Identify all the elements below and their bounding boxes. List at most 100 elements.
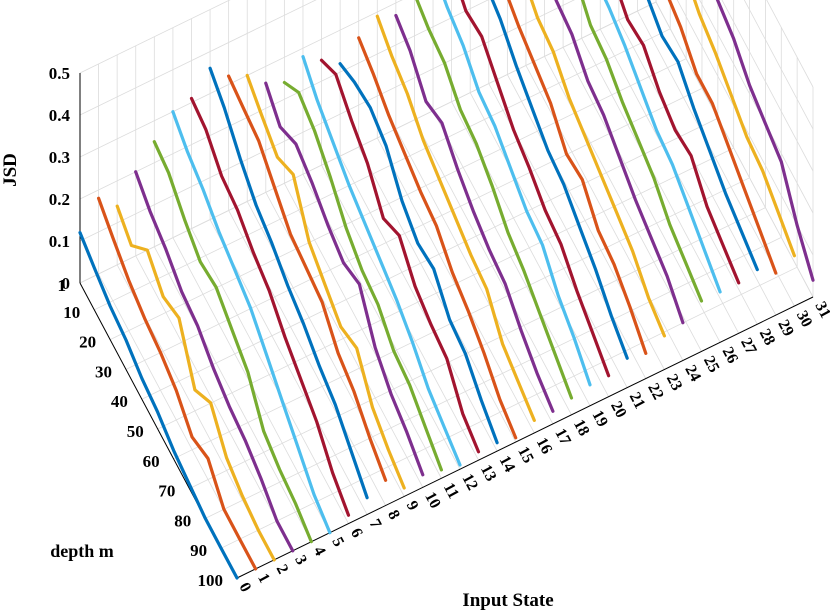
grid-line-floor-depth [94, 28, 671, 311]
depth-tick-label: 70 [158, 482, 175, 501]
z-axis-label: JSD [0, 153, 21, 187]
input-state-tick-label: 14 [496, 453, 519, 475]
depth-tick-label: 60 [143, 452, 160, 471]
series-line-input-24 [554, 0, 685, 325]
grid-line-floor-x [395, 128, 554, 425]
input-state-tick-label: 9 [403, 498, 422, 513]
input-state-tick-label: 25 [700, 353, 723, 375]
series-line-input-8 [227, 74, 388, 482]
series-line-input-31 [715, 0, 815, 282]
input-state-tick-label: 27 [737, 335, 760, 357]
input-state-tick-label: 19 [589, 408, 612, 430]
series-line-input-29 [667, 0, 778, 275]
series-line-input-20 [460, 0, 611, 378]
grid-line-side-z [699, 0, 814, 214]
input-state-tick-label: 10 [421, 489, 444, 511]
series-line-input-5 [171, 110, 332, 535]
input-state-tick-label: 6 [347, 526, 366, 541]
input-state-tick-label: 4 [310, 544, 329, 559]
input-state-tick-label: 5 [328, 535, 347, 550]
grid-line-floor-x [135, 255, 294, 551]
series-line-input-23 [529, 0, 667, 338]
x-axis-label: Input State [462, 590, 553, 611]
depth-tick-label: 50 [127, 422, 144, 441]
input-state-tick-label: 22 [644, 380, 667, 402]
input-state-axis-line [236, 296, 814, 579]
series-line-input-28 [646, 0, 759, 272]
grid-line-floor-x [153, 246, 312, 542]
grid-line-floor-x [414, 119, 572, 416]
grid-line-floor-x [191, 228, 349, 524]
depth-tick-label: 30 [95, 362, 112, 381]
z-tick-label: 0 [62, 274, 71, 293]
series-line-input-10 [264, 81, 425, 477]
grid-line-floor-x [302, 174, 461, 470]
grid-line-floor-x [469, 92, 628, 388]
grid-line-side-z [743, 0, 814, 130]
series-line-input-2 [115, 204, 276, 562]
input-state-tick-label: 21 [626, 390, 649, 412]
depth-tick-label: 20 [79, 333, 96, 352]
series-line-input-13 [319, 58, 481, 454]
input-state-tick-label: 18 [570, 417, 593, 439]
input-state-tick-label: 17 [551, 426, 574, 448]
grid-line-floor-depth [189, 207, 766, 489]
series-line-input-17 [394, 13, 555, 413]
depth-tick-label: 80 [174, 511, 191, 530]
input-state-tick-label: 0 [235, 580, 254, 595]
series-line-input-4 [152, 140, 313, 544]
input-state-tick-label: 30 [793, 308, 816, 330]
grid-line-floor-x [339, 155, 498, 452]
z-tick-label: 0.1 [49, 232, 70, 251]
grid-line-floor-x [525, 65, 684, 361]
series-line-input-9 [245, 73, 406, 490]
input-state-tick-label: 15 [514, 444, 537, 466]
y-axis-label: depth m [50, 541, 114, 561]
series-line-input-14 [338, 62, 499, 445]
series-line-input-25 [580, 0, 704, 303]
z-tick-label: 0.2 [49, 190, 70, 209]
series-line-input-12 [301, 54, 462, 467]
input-state-tick-label: 12 [458, 471, 481, 493]
grid-line-floor-x [507, 74, 665, 370]
input-state-tick-label: 7 [366, 516, 385, 531]
grid-line-floor-x [562, 47, 721, 343]
series-line-input-3 [134, 170, 295, 553]
depth-tick-label: 90 [190, 541, 207, 560]
grid-line-floor-depth [157, 147, 734, 430]
depth-tick-label: 1 [58, 276, 67, 295]
series-line-input-18 [415, 0, 574, 400]
series-line-input-6 [189, 96, 351, 517]
grid-line-floor-x [284, 183, 442, 479]
grid-line-floor-x [376, 137, 535, 434]
grid-line-back-z [79, 0, 403, 158]
series-line-input-19 [442, 0, 592, 387]
series-line-input-15 [357, 36, 518, 440]
input-state-tick-label: 26 [719, 344, 742, 366]
grid-line-floor-x [581, 38, 740, 334]
grid-line-back-z [79, 0, 317, 116]
series-line-input-30 [692, 0, 797, 258]
input-state-tick-label: 1 [254, 571, 273, 586]
series-line-input-0 [78, 231, 239, 580]
grid-line-side-z [721, 0, 814, 172]
series-line-input-7 [208, 66, 369, 500]
z-tick-label: 0.3 [49, 148, 70, 167]
input-state-tick-label: 28 [756, 326, 779, 348]
grid-line-floor-depth [109, 58, 687, 340]
series-line-input-27 [619, 0, 741, 285]
z-tick-label: 0.5 [49, 64, 70, 83]
series-line-input-11 [282, 80, 443, 472]
grid-line-floor-depth [79, 1, 657, 284]
grid-line-floor-x [655, 1, 814, 298]
input-state-tick-label: 23 [663, 371, 686, 393]
input-state-tick-label: 29 [774, 317, 797, 339]
grid-line-floor-x [209, 219, 368, 515]
grid-line-side-z [766, 0, 814, 88]
input-state-tick-label: 8 [384, 507, 403, 522]
input-state-tick-label: 13 [477, 462, 500, 484]
depth-tick-label: 10 [63, 303, 80, 322]
series-lines [78, 0, 815, 580]
grid-line-floor-x [358, 146, 517, 443]
